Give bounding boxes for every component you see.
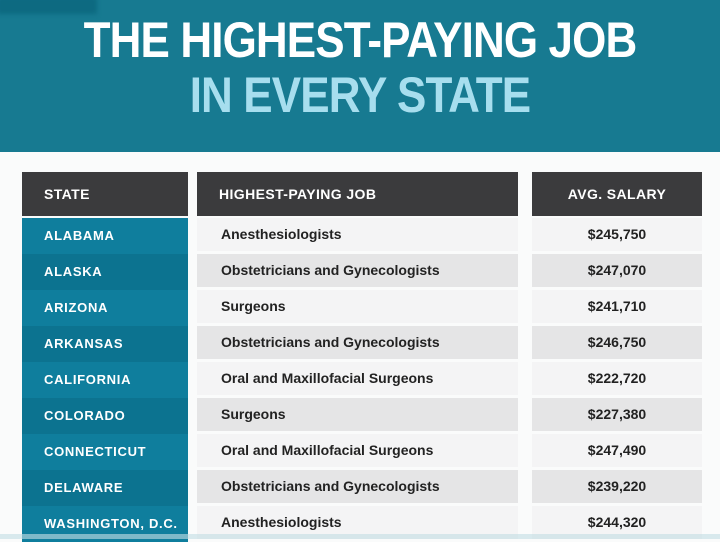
table-row-slot: Obstetricians and Gynecologists	[197, 254, 518, 290]
state-cell: CONNECTICUT	[22, 434, 188, 470]
table-row-slot: Anesthesiologists	[197, 218, 518, 254]
table-row-slot: $246,750	[532, 326, 702, 362]
state-cell: COLORADO	[22, 398, 188, 434]
table-row-slot: Oral and Maxillofacial Surgeons	[197, 362, 518, 398]
salary-cell: $247,070	[532, 254, 702, 287]
state-cell: ARKANSAS	[22, 326, 188, 362]
state-cell: ARIZONA	[22, 290, 188, 326]
salary-cell: $247,490	[532, 434, 702, 467]
column-state: STATE ALABAMA ALASKA ARIZONA ARKANSAS CA…	[22, 172, 188, 542]
job-cell: Oral and Maxillofacial Surgeons	[197, 434, 518, 467]
state-cell: ALASKA	[22, 254, 188, 290]
table-row-slot: $244,320	[532, 506, 702, 542]
salary-cell: $245,750	[532, 218, 702, 251]
cropped-next-section-edge	[0, 534, 720, 539]
table-row-slot: $227,380	[532, 398, 702, 434]
job-cell: Obstetricians and Gynecologists	[197, 254, 518, 287]
salary-cell: $239,220	[532, 470, 702, 503]
job-cell: Anesthesiologists	[197, 506, 518, 539]
table-row-slot: Surgeons	[197, 290, 518, 326]
hero-banner: THE HIGHEST-PAYING JOB IN EVERY STATE	[0, 0, 720, 152]
salary-table: STATE ALABAMA ALASKA ARIZONA ARKANSAS CA…	[22, 172, 702, 542]
job-cell: Anesthesiologists	[197, 218, 518, 251]
table-row-slot: Obstetricians and Gynecologists	[197, 326, 518, 362]
table-row-slot: $222,720	[532, 362, 702, 398]
table-row-slot: Obstetricians and Gynecologists	[197, 470, 518, 506]
job-cell: Obstetricians and Gynecologists	[197, 326, 518, 359]
page-title-line-2: IN EVERY STATE	[189, 67, 531, 123]
state-cell: CALIFORNIA	[22, 362, 188, 398]
salary-cell: $222,720	[532, 362, 702, 395]
column-header-job: HIGHEST-PAYING JOB	[197, 172, 518, 216]
salary-cell: $246,750	[532, 326, 702, 359]
column-salary: AVG. SALARY $245,750 $247,070 $241,710 $…	[532, 172, 702, 542]
table-row-slot: $239,220	[532, 470, 702, 506]
state-cell: ALABAMA	[22, 218, 188, 254]
state-cell: DELAWARE	[22, 470, 188, 506]
column-header-state: STATE	[22, 172, 188, 216]
table-row-slot: Anesthesiologists	[197, 506, 518, 542]
column-job: HIGHEST-PAYING JOB Anesthesiologists Obs…	[197, 172, 518, 542]
job-cell: Surgeons	[197, 290, 518, 323]
job-cell: Obstetricians and Gynecologists	[197, 470, 518, 503]
salary-cell: $227,380	[532, 398, 702, 431]
salary-cell: $241,710	[532, 290, 702, 323]
table-row-slot: $245,750	[532, 218, 702, 254]
table-row-slot: Surgeons	[197, 398, 518, 434]
table-row-slot: Oral and Maxillofacial Surgeons	[197, 434, 518, 470]
table-row-slot: $241,710	[532, 290, 702, 326]
column-header-salary: AVG. SALARY	[532, 172, 702, 216]
salary-cell: $244,320	[532, 506, 702, 539]
job-cell: Surgeons	[197, 398, 518, 431]
job-cell: Oral and Maxillofacial Surgeons	[197, 362, 518, 395]
page-title-line-1: THE HIGHEST-PAYING JOB	[83, 12, 638, 68]
hero-corner-shade	[0, 0, 97, 14]
table-row-slot: $247,070	[532, 254, 702, 290]
table-row-slot: $247,490	[532, 434, 702, 470]
